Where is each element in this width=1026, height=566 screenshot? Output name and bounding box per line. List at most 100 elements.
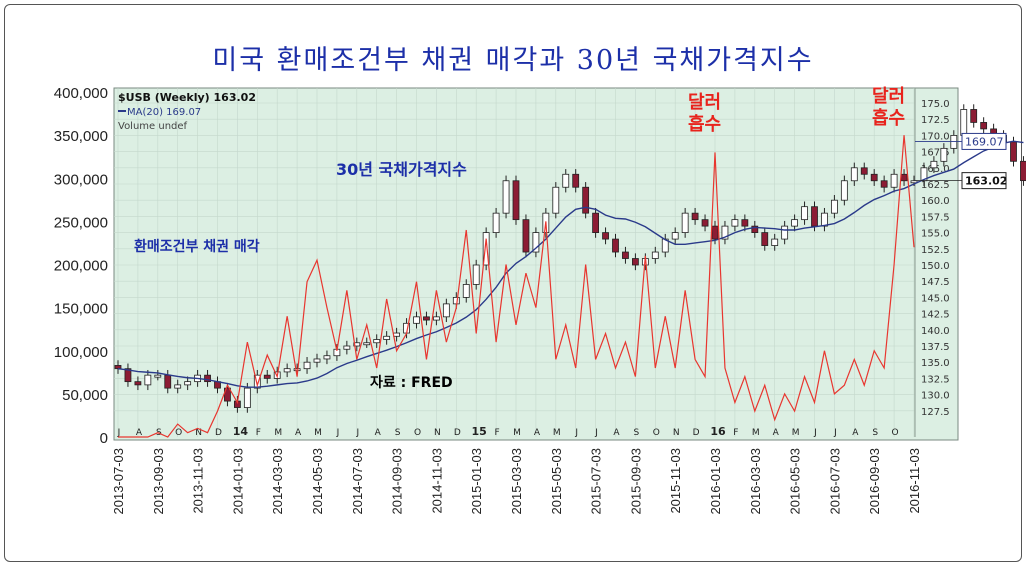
x-axis-date-label: 2013-09-03 [151, 448, 166, 515]
month-tick-label: A [534, 428, 541, 438]
right-axis-tick-label: 152.5 [921, 245, 950, 256]
candle [671, 232, 679, 240]
month-tick-label: M [274, 428, 282, 438]
candle [970, 109, 978, 123]
right-axis-tick-label: 147.5 [921, 277, 950, 288]
candle [303, 361, 311, 370]
repo-label: 환매조건부 채권 매각 [134, 239, 260, 255]
candle [462, 284, 470, 298]
right-axis-tick-label: 165.0 [921, 164, 950, 175]
month-tick-label: N [673, 428, 680, 438]
month-tick-label: A [773, 428, 780, 438]
ma-line [117, 140, 1024, 388]
left-axis-tick-label: 150,000 [54, 301, 108, 318]
candle [313, 358, 321, 363]
candle [880, 180, 888, 188]
month-tick-label: M [752, 428, 760, 438]
candle [632, 258, 639, 266]
left-axis-tick-label: 400,000 [54, 85, 108, 102]
right-axis-tick-label: 157.5 [921, 212, 950, 223]
candle [831, 199, 838, 214]
right-axis-tick-label: 170.0 [921, 131, 950, 142]
candle [592, 212, 599, 234]
candle [622, 251, 629, 259]
month-tick-label: 14 [233, 425, 249, 438]
x-axis-date-label: 2013-11-03 [191, 448, 206, 514]
month-tick-label: O [175, 428, 182, 438]
month-tick-label: M [314, 428, 322, 438]
x-axis-date-label: 2015-07-03 [589, 448, 604, 515]
candle [840, 180, 848, 201]
month-tick-label: O [414, 428, 421, 438]
x-axis-date-label: 2016-11-03 [907, 448, 922, 514]
candle [552, 186, 560, 214]
month-tick-label: J [594, 428, 598, 438]
right-axis-tick-label: 135.0 [921, 358, 950, 369]
month-tick-label: N [195, 428, 202, 438]
candle [681, 212, 689, 234]
candle [283, 368, 291, 373]
candle [144, 374, 152, 386]
month-tick-label: J [833, 428, 837, 438]
x-axis-date-label: 2015-01-03 [469, 448, 484, 515]
candle [363, 342, 371, 346]
right-axis-tick-label: 127.5 [921, 407, 950, 418]
candle [154, 374, 162, 378]
candle [393, 332, 401, 337]
candle [781, 225, 789, 240]
right-axis-tick-label: 160.0 [921, 196, 950, 207]
legend-ticker: $USB (Weekly) 163.02 [118, 91, 256, 104]
month-tick-label: S [872, 428, 878, 438]
candle [512, 180, 520, 221]
left-axis-tick-label: 100,000 [54, 344, 108, 361]
right-axis-tick-label: 137.5 [921, 342, 950, 353]
candle [243, 387, 251, 408]
candle [731, 219, 739, 227]
month-tick-label: D [215, 428, 222, 438]
month-tick-label: S [634, 428, 640, 438]
candle [134, 381, 142, 386]
month-tick-label: A [613, 428, 620, 438]
x-axis-date-label: 2016-03-03 [748, 448, 763, 515]
candle [124, 368, 132, 383]
candle [711, 225, 719, 240]
candle [472, 264, 480, 285]
candle [343, 345, 351, 350]
candle [950, 134, 958, 149]
x-axis-date-label: 2013-07-03 [111, 448, 126, 515]
right-axis-tick-label: 130.0 [921, 391, 950, 402]
right-axis-tick-label: 175.0 [921, 99, 950, 110]
month-tick-label: 15 [472, 425, 487, 438]
candle [502, 180, 510, 214]
month-tick-label: 16 [710, 425, 726, 438]
month-tick-label: J [574, 428, 578, 438]
candle [860, 167, 868, 175]
month-tick-label: A [136, 428, 143, 438]
candle [423, 316, 430, 321]
month-tick-label: S [395, 428, 401, 438]
candle [721, 225, 729, 240]
x-axis-date-label: 2014-01-03 [230, 448, 245, 515]
candle [791, 219, 798, 227]
candle [582, 186, 590, 214]
candle [482, 232, 490, 266]
month-tick-label: A [295, 428, 302, 438]
right-axis-tick-label: 145.0 [921, 293, 950, 304]
candle [114, 365, 122, 370]
right-axis-tick-label: 155.0 [921, 229, 950, 240]
x-axis-date-label: 2014-03-03 [270, 448, 285, 515]
candle [701, 219, 709, 227]
last-price-tag: 163.02 [965, 175, 1007, 188]
candle [821, 212, 828, 227]
candle [562, 173, 570, 188]
right-axis-tick-label: 140.0 [921, 326, 950, 337]
x-axis-date-label: 2014-11-03 [429, 448, 444, 514]
dollar-absorb-annotation-1: 달러 흡수 [688, 92, 722, 135]
candle [900, 173, 908, 182]
x-axis-date-label: 2016-09-03 [867, 448, 882, 515]
repo-sales-line [118, 135, 915, 438]
candle [741, 219, 749, 227]
month-tick-label: A [375, 428, 382, 438]
candle [184, 381, 192, 386]
